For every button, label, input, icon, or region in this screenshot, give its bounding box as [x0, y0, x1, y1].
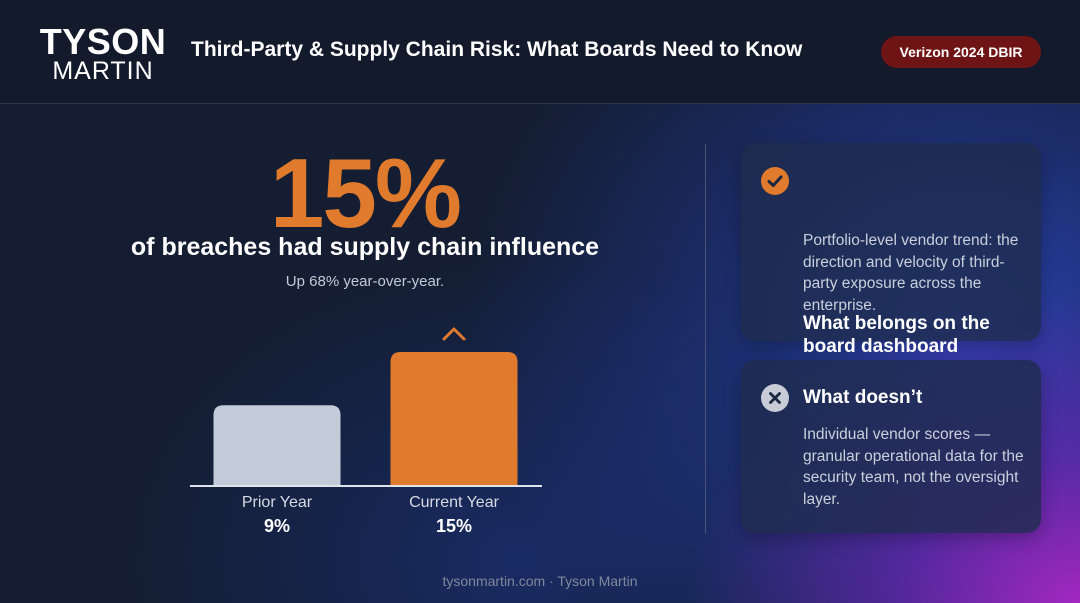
card-doesnt: What doesn’t Individual vendor scores — … [741, 360, 1041, 533]
stat-subcaption: Up 68% year-over-year. [285, 273, 445, 290]
header-bar: TYSON MARTIN Third-Party & Supply Chain … [0, 0, 1080, 104]
bar-prior-year [213, 405, 341, 485]
data-label: 9% [263, 516, 290, 536]
check-circle-icon [761, 167, 789, 195]
x-tick-label: Current Year [409, 494, 499, 511]
page-title: Third-Party & Supply Chain Risk: What Bo… [191, 38, 803, 61]
footer-credit: tysonmartin.com · Tyson Martin [442, 573, 638, 589]
stat-caption: of breaches had supply chain influence [130, 233, 600, 261]
x-circle-icon [761, 384, 789, 412]
bar-current-year [390, 352, 518, 485]
card-body: Individual vendor scores — granular oper… [803, 426, 1024, 508]
x-tick-label: Prior Year [241, 494, 313, 511]
card-title: What doesn’t [803, 387, 923, 408]
headline-stat: 15% [269, 138, 462, 248]
source-badge: Verizon 2024 DBIR [881, 36, 1041, 68]
chevron-up-icon [442, 327, 466, 341]
card-belongs: What belongs on the board dashboard Port… [741, 143, 1041, 357]
card-title: What belongs on the board dashboard [803, 313, 990, 357]
data-label: 15% [435, 516, 473, 536]
logo-line-2: MARTIN [52, 57, 154, 85]
logo: TYSON MARTIN [38, 21, 168, 85]
card-body: Portfolio-level vendor trend: the direct… [803, 232, 1019, 314]
logo-line-1: TYSON [39, 21, 167, 62]
vertical-divider [705, 144, 706, 534]
